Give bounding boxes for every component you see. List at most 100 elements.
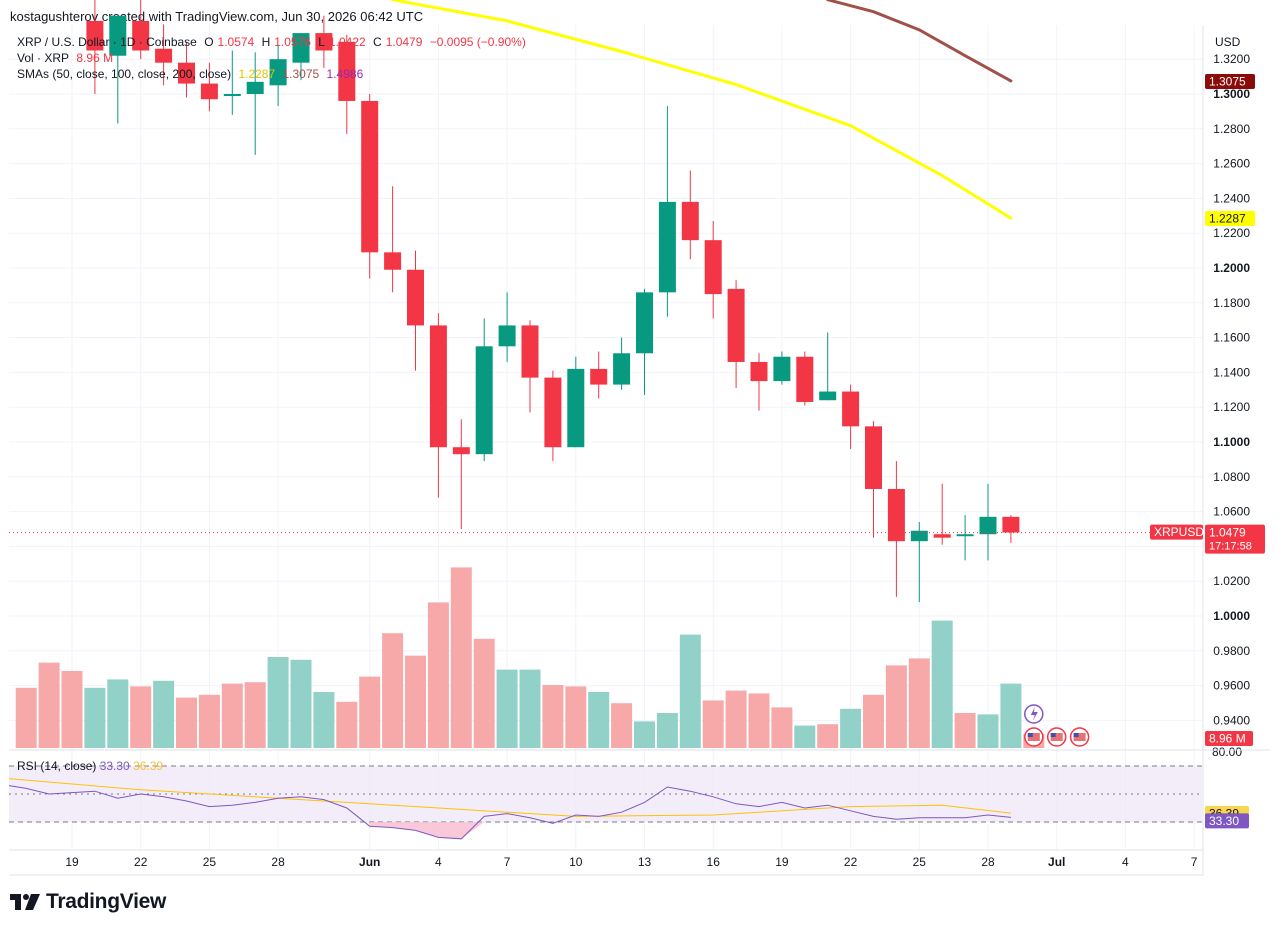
candle-body (567, 368, 585, 448)
volume-bar (313, 692, 335, 748)
volume-bar (427, 602, 449, 748)
price-tick-label: 1.2600 (1213, 157, 1250, 171)
candle-body (338, 41, 356, 101)
price-tick-label: 0.9800 (1213, 644, 1250, 658)
event-markers[interactable] (1024, 704, 1090, 747)
candle-body (979, 516, 997, 535)
price-tick-label: 1.1600 (1213, 331, 1250, 345)
low-value: 1.0422 (328, 35, 366, 49)
sma50-value: 1.2287 (238, 67, 276, 81)
date-tick-label: 16 (707, 855, 721, 869)
candle-body (887, 488, 905, 542)
candle-body (704, 240, 722, 295)
rsi-ma-line (8, 778, 1011, 817)
date-tick-label: 28 (271, 855, 285, 869)
event-flag-stripes (1027, 733, 1040, 741)
volume-tag-bg (1205, 731, 1253, 746)
volume-bar (954, 713, 976, 748)
volume-bar (656, 713, 678, 748)
volume-bar (130, 686, 152, 748)
volume-bar (359, 676, 381, 748)
volume-bar (817, 724, 839, 748)
volume-bar (61, 671, 83, 748)
event-flag-canton (1027, 733, 1033, 737)
volume-bar (382, 633, 404, 748)
volume-bar (977, 714, 999, 748)
volume-bar (244, 682, 266, 748)
sma100-line (826, 0, 1013, 83)
countdown-tag: 17:17:58 (1209, 541, 1252, 553)
volume-bar (725, 690, 747, 748)
price-tick-label: 1.0200 (1213, 574, 1250, 588)
candlesticks (86, 0, 1020, 603)
price-tick-label: 1.1400 (1213, 365, 1250, 379)
price-tick-label: 1.0800 (1213, 470, 1250, 484)
volume-bar (702, 700, 724, 748)
candle-body (315, 33, 333, 51)
symbol-tag-bg (1150, 524, 1203, 540)
sma50-tag-bg (1205, 211, 1255, 227)
tradingview-logo-icon (10, 894, 40, 910)
price-tick-label: 1.0600 (1213, 505, 1250, 519)
volume-bar (198, 694, 220, 748)
candle-body (681, 201, 699, 241)
date-tick-label: 4 (1122, 855, 1129, 869)
candle-body (269, 59, 287, 86)
candle-body (246, 81, 264, 94)
symbol-title: XRP / U.S. Dollar · 1D · Coinbase (17, 35, 197, 49)
volume-bar (176, 697, 197, 748)
volume-bar (908, 658, 930, 748)
sma100-tag: 1.3075 (1209, 74, 1246, 88)
volume-bar (107, 679, 129, 748)
candle-body (361, 100, 379, 253)
volume-bar (794, 725, 816, 748)
event-flag-icon[interactable] (1024, 727, 1044, 747)
volume-bar (634, 721, 655, 748)
candle-body (407, 269, 424, 326)
candle-body (933, 534, 951, 538)
lightning-bolt (1030, 707, 1038, 721)
candle-body (178, 62, 195, 84)
candle-body (750, 361, 768, 382)
volume-bar (221, 683, 243, 748)
date-tick-label: 19 (65, 855, 79, 869)
open-value: 1.0574 (217, 35, 255, 49)
volume-bar (473, 638, 495, 748)
candle-body (200, 83, 218, 100)
rsi-pane: 80.00 (8, 745, 1242, 840)
price-tick-label: 1.2000 (1213, 261, 1250, 275)
event-flag-icon[interactable] (1069, 727, 1090, 747)
symbol-legend: XRP / U.S. Dollar · 1D · Coinbase O 1.057… (17, 35, 530, 49)
change-value: −0.0095 (−0.90%) (429, 35, 526, 49)
sma50-tag: 1.2287 (1209, 212, 1246, 226)
candle-body (223, 94, 241, 96)
volume-bar (519, 669, 541, 748)
volume-bar (496, 669, 518, 748)
event-flag-icon[interactable] (1046, 727, 1067, 747)
volume-bar (679, 634, 701, 748)
volume-bar (267, 657, 289, 748)
volume-bar (405, 655, 426, 748)
candle-body (384, 252, 402, 270)
candle-body (658, 201, 676, 293)
volume-label: Vol · XRP (17, 51, 70, 65)
candle-body (613, 353, 631, 385)
price-tick-label: 1.3000 (1213, 87, 1250, 101)
candle-body (842, 391, 860, 427)
event-flag-canton (1050, 733, 1056, 737)
volume-bar (1000, 683, 1022, 748)
date-tick-label: 4 (435, 855, 442, 869)
date-tick-label: 28 (981, 855, 995, 869)
candle-body (956, 534, 974, 537)
price-tag-bg (1205, 524, 1265, 554)
price-tick-label: 1.2400 (1213, 191, 1250, 205)
lightning-event-icon[interactable] (1024, 704, 1044, 724)
volume-bar (15, 687, 37, 748)
volume-bar (771, 707, 793, 748)
rsi-value: 33.30 (99, 759, 130, 773)
date-tick-label: 7 (1191, 855, 1198, 869)
volume-bar (450, 567, 472, 748)
candle-body (292, 33, 310, 63)
tradingview-logo[interactable]: TradingView (10, 890, 166, 914)
